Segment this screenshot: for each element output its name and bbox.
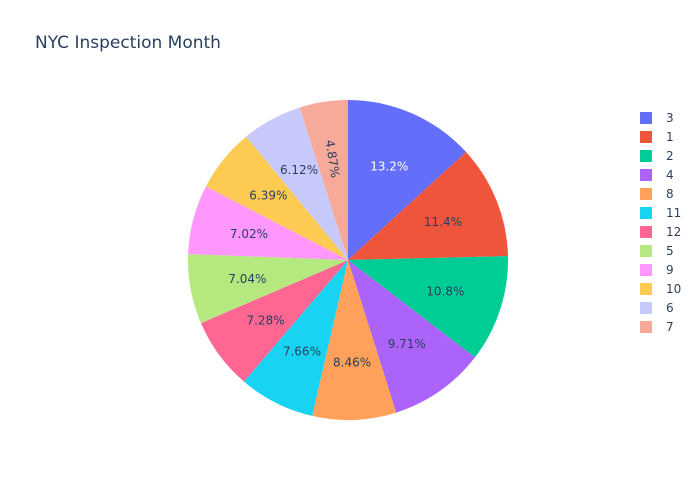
legend-label: 5 [666, 243, 674, 258]
legend-label: 1 [666, 129, 674, 144]
legend-swatch [640, 149, 652, 162]
pie-label-4: 9.71% [388, 337, 426, 351]
pie-slice-5[interactable] [188, 254, 348, 324]
pie-slice-4[interactable] [348, 260, 475, 413]
legend-label: 2 [666, 148, 674, 163]
legend: 3 1 2 4 8 11 12 5 9 10 6 7 [640, 108, 681, 336]
pie-slice-7[interactable] [299, 100, 348, 260]
pie-label-6: 6.12% [280, 163, 318, 177]
pie-slice-8[interactable] [312, 260, 397, 421]
pie-slices [188, 100, 508, 421]
legend-item-6[interactable]: 6 [640, 298, 681, 317]
pie-label-1: 11.4% [424, 215, 462, 229]
legend-item-8[interactable]: 8 [640, 184, 681, 203]
legend-label: 3 [666, 110, 674, 125]
legend-swatch [640, 187, 652, 200]
legend-label: 6 [666, 300, 674, 315]
legend-item-10[interactable]: 10 [640, 279, 681, 298]
legend-swatch [640, 282, 652, 295]
legend-item-2[interactable]: 2 [640, 146, 681, 165]
legend-label: 11 [666, 205, 682, 220]
legend-item-7[interactable]: 7 [640, 317, 681, 336]
pie-label-10: 6.39% [249, 189, 287, 203]
legend-label: 10 [666, 281, 682, 296]
pie-slice-9[interactable] [188, 186, 348, 260]
legend-item-4[interactable]: 4 [640, 165, 681, 184]
legend-swatch [640, 320, 652, 333]
legend-swatch [640, 263, 652, 276]
legend-item-9[interactable]: 9 [640, 260, 681, 279]
pie-label-7: 4.87% [323, 139, 343, 179]
legend-swatch [640, 130, 652, 143]
legend-label: 9 [666, 262, 674, 277]
legend-swatch [640, 225, 652, 238]
pie-slice-3[interactable] [348, 100, 467, 260]
legend-item-1[interactable]: 1 [640, 127, 681, 146]
pie-slice-6[interactable] [246, 107, 348, 260]
pie-label-5: 7.04% [228, 272, 266, 286]
pie-slice-1[interactable] [348, 152, 508, 260]
chart-title: NYC Inspection Month [35, 33, 221, 53]
legend-item-11[interactable]: 11 [640, 203, 681, 222]
legend-item-3[interactable]: 3 [640, 108, 681, 127]
legend-item-5[interactable]: 5 [640, 241, 681, 260]
pie-label-12: 7.28% [246, 314, 284, 328]
legend-swatch [640, 206, 652, 219]
pie-slice-11[interactable] [244, 260, 348, 416]
legend-swatch [640, 301, 652, 314]
pie-slice-2[interactable] [348, 256, 508, 358]
legend-swatch [640, 111, 652, 124]
pie-label-8: 8.46% [333, 355, 371, 369]
legend-swatch [640, 244, 652, 257]
legend-item-12[interactable]: 12 [640, 222, 681, 241]
legend-label: 7 [666, 319, 674, 334]
legend-label: 4 [666, 167, 674, 182]
pie-label-3: 13.2% [370, 159, 408, 173]
pie-slice-12[interactable] [200, 260, 348, 382]
pie-label-9: 7.02% [230, 227, 268, 241]
pie-labels: 13.2% 11.4% 10.8% 9.71% 8.46% 7.66% 7.28% 7.04%… [228, 139, 464, 369]
pie-slice-10[interactable] [205, 136, 348, 260]
legend-swatch [640, 168, 652, 181]
legend-label: 8 [666, 186, 674, 201]
legend-label: 12 [666, 224, 682, 239]
pie-label-11: 7.66% [283, 344, 321, 358]
pie-label-2: 10.8% [426, 285, 464, 299]
